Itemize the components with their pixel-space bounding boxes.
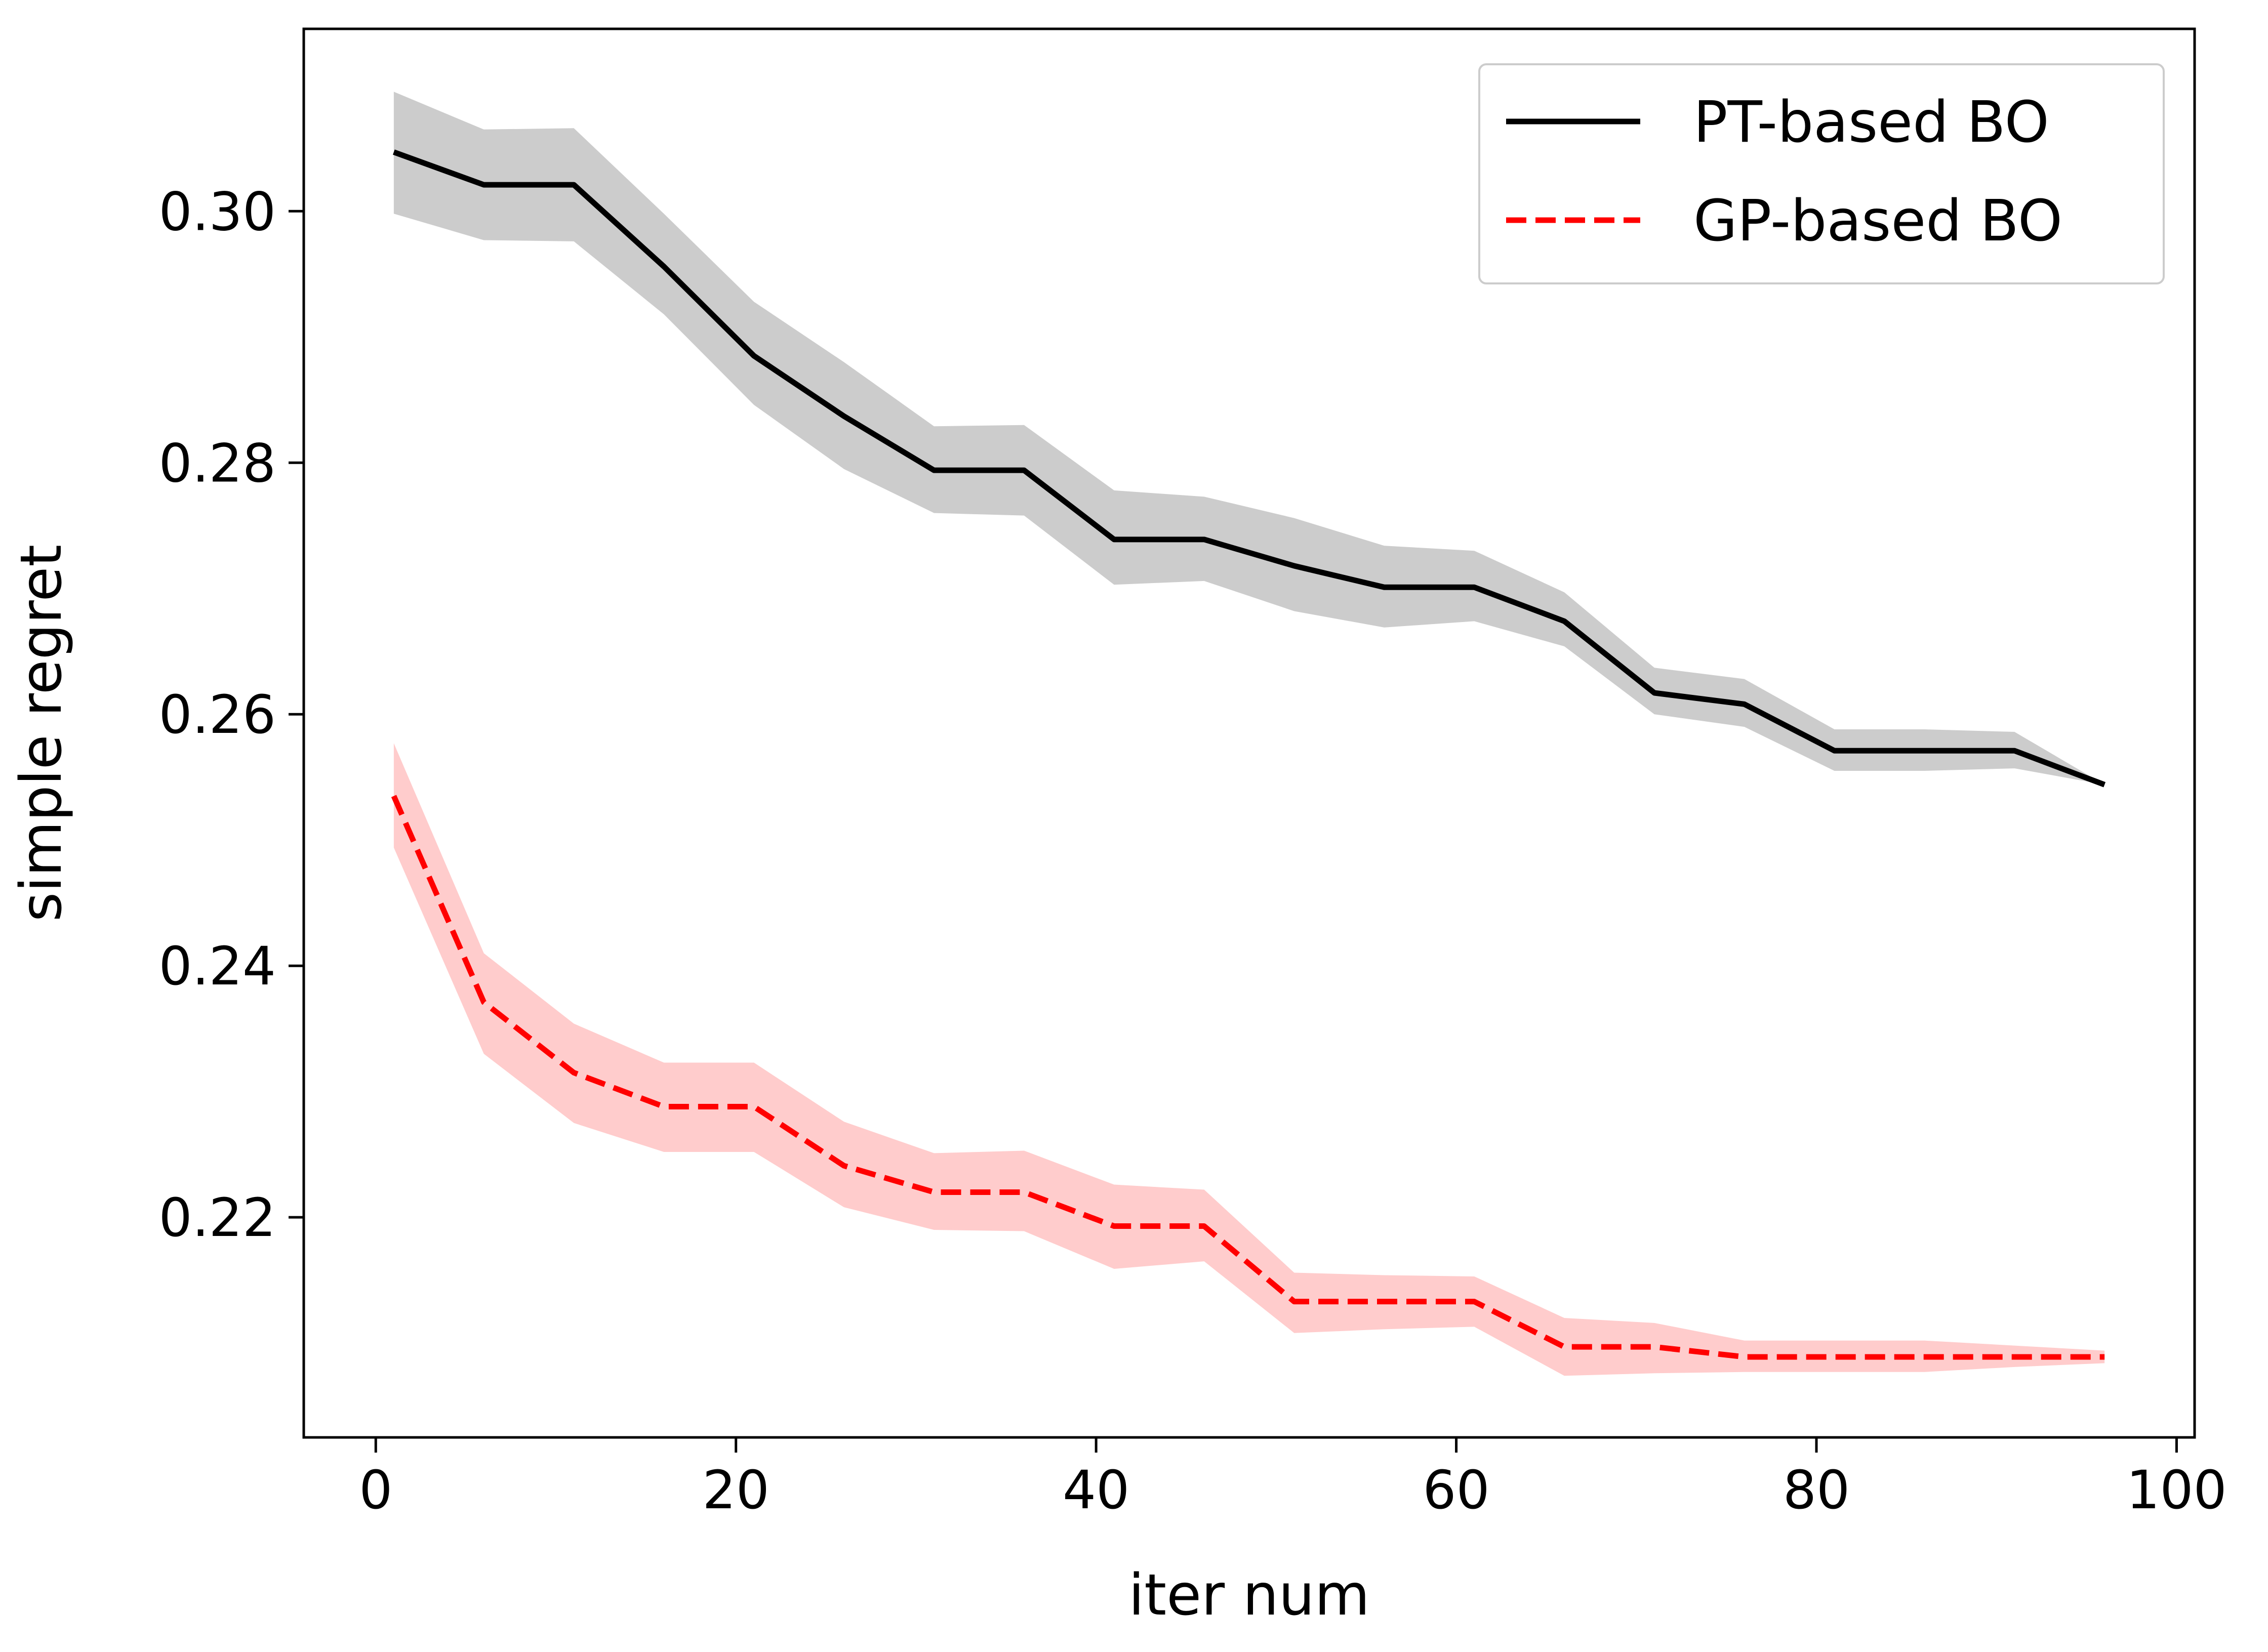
line-series-2: [391, 795, 2105, 1360]
legend: PT-based BO GP-based BO: [1478, 63, 2165, 284]
x-tick-label: 0: [359, 1459, 392, 1521]
y-tick-label: 0.26: [158, 684, 276, 746]
x-axis-label: iter num: [1128, 1562, 1370, 1628]
x-axis: 0 20 40 60 80 100: [359, 1437, 2227, 1521]
legend-label-2: GP-based BO: [1693, 188, 2062, 254]
y-tick-label: 0.24: [158, 935, 276, 997]
band-2: [393, 743, 2105, 1376]
legend-label-1: PT-based BO: [1693, 90, 2049, 155]
x-tick-label: 100: [2126, 1459, 2227, 1521]
y-tick-label: 0.22: [158, 1187, 276, 1249]
y-tick-label: 0.30: [158, 181, 276, 242]
band-1: [393, 92, 2105, 785]
confidence-bands: [393, 92, 2105, 1376]
x-tick-label: 80: [1783, 1459, 1850, 1521]
series-lines: [391, 149, 2106, 1360]
x-tick-label: 60: [1423, 1459, 1489, 1521]
y-tick-label: 0.28: [158, 432, 276, 494]
y-axis-label: simple regret: [9, 545, 74, 922]
y-axis: 0.22 0.24 0.26 0.28 0.30: [158, 181, 304, 1249]
line-series-1: [392, 149, 2106, 788]
plot-frame: [302, 27, 2196, 1439]
x-tick-label: 40: [1063, 1459, 1129, 1521]
x-tick-label: 20: [703, 1459, 770, 1521]
legend-box: [1478, 63, 2165, 284]
